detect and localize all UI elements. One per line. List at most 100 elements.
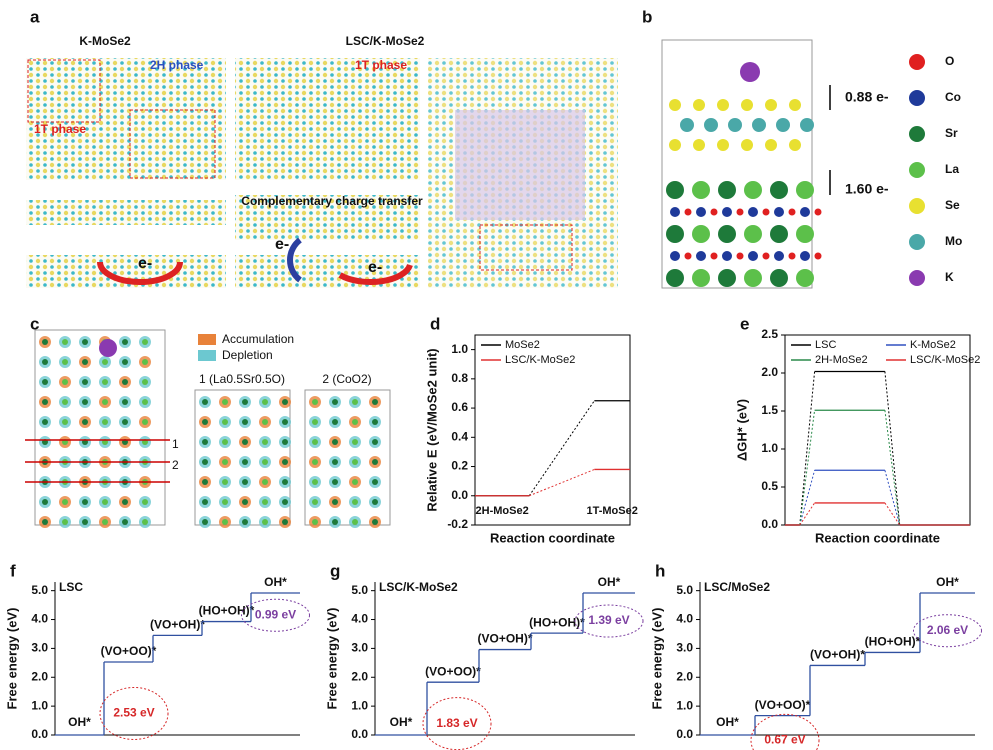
atom	[122, 499, 128, 505]
atom	[142, 419, 148, 425]
panel-label: f	[10, 561, 16, 580]
atom	[762, 252, 770, 260]
panel-label: b	[642, 7, 652, 26]
highlight-box	[479, 224, 573, 271]
arrow	[287, 237, 302, 283]
atom	[82, 519, 88, 525]
atom	[352, 419, 358, 425]
annotation-ring	[241, 598, 310, 632]
atom	[372, 479, 378, 485]
arrow	[338, 263, 413, 286]
panel-label: e	[740, 314, 749, 333]
legend-swatch	[198, 350, 216, 361]
atom	[693, 139, 705, 151]
y-tick-label: 0.0	[351, 727, 368, 741]
atom	[352, 519, 358, 525]
charge-density-image	[25, 329, 391, 528]
atom	[262, 479, 268, 485]
legend-label: La	[945, 162, 959, 176]
atom	[692, 181, 710, 199]
connector	[799, 371, 816, 526]
atom	[332, 399, 338, 405]
y-tick-label: 2.0	[761, 365, 778, 379]
layer-marker: 1	[172, 437, 179, 451]
annotation: 0.67 eV	[764, 733, 805, 747]
atom	[332, 519, 338, 525]
atom	[312, 439, 318, 445]
atom	[122, 359, 128, 365]
plot-frame	[474, 334, 631, 526]
atom	[42, 359, 48, 365]
y-tick-label: -0.2	[447, 517, 468, 531]
atom	[352, 439, 358, 445]
atom	[332, 439, 338, 445]
panel-label: a	[30, 7, 40, 26]
atom	[312, 499, 318, 505]
atom	[202, 499, 208, 505]
y-tick-label: 0.4	[451, 429, 468, 443]
panel-label: g	[330, 561, 340, 580]
atom	[262, 519, 268, 525]
atom	[262, 419, 268, 425]
atom	[670, 251, 680, 261]
step-label: (VO+OO)*	[755, 698, 811, 712]
electron-label: e-	[368, 259, 382, 276]
atom	[122, 399, 128, 405]
atom	[142, 379, 148, 385]
y-tick-label: 2.5	[761, 327, 778, 341]
atom	[262, 399, 268, 405]
atom	[142, 359, 148, 365]
frame	[661, 39, 813, 289]
y-axis-label: Free energy (eV)	[649, 608, 664, 710]
atom	[666, 225, 684, 243]
annotation-ring	[99, 686, 169, 740]
connector	[528, 400, 595, 497]
panel-label: h	[655, 561, 665, 580]
step-label: (HO+OH)*	[199, 604, 255, 618]
atom	[62, 359, 68, 365]
atom	[788, 208, 796, 216]
atom	[666, 181, 684, 199]
atom	[736, 208, 744, 216]
chart-title: LSC/K-MoSe2	[379, 580, 458, 594]
atom	[765, 99, 777, 111]
atom	[765, 139, 777, 151]
connector	[799, 410, 816, 526]
atom	[680, 118, 694, 132]
step-label: (VO+OO)*	[425, 664, 481, 678]
chart-title: LSC	[59, 580, 83, 594]
atom	[222, 399, 228, 405]
plot-frame	[784, 334, 971, 526]
legend-label: MoSe2	[505, 339, 540, 351]
atom	[728, 118, 742, 132]
legend-swatch	[909, 270, 925, 286]
atom	[62, 399, 68, 405]
atom	[312, 419, 318, 425]
atom	[722, 251, 732, 261]
y-axis-label: ΔGH* (eV)	[734, 399, 749, 461]
legend-swatch	[909, 90, 925, 106]
atom	[762, 208, 770, 216]
atom	[142, 519, 148, 525]
y-tick-label: 0.5	[761, 479, 778, 493]
atom	[693, 99, 705, 111]
atom	[102, 379, 108, 385]
connector	[884, 371, 901, 526]
atom	[42, 399, 48, 405]
atom	[202, 439, 208, 445]
atom	[814, 252, 822, 260]
atom	[262, 439, 268, 445]
atom	[332, 419, 338, 425]
atom	[352, 499, 358, 505]
x-axis-label: Reaction coordinate	[815, 530, 940, 545]
atom	[332, 479, 338, 485]
atom	[202, 519, 208, 525]
step-label: (VO+OO)*	[101, 644, 157, 658]
atom	[202, 399, 208, 405]
atom	[372, 519, 378, 525]
atom	[122, 519, 128, 525]
atom	[800, 118, 814, 132]
legend-swatch	[909, 234, 925, 250]
atom	[717, 139, 729, 151]
